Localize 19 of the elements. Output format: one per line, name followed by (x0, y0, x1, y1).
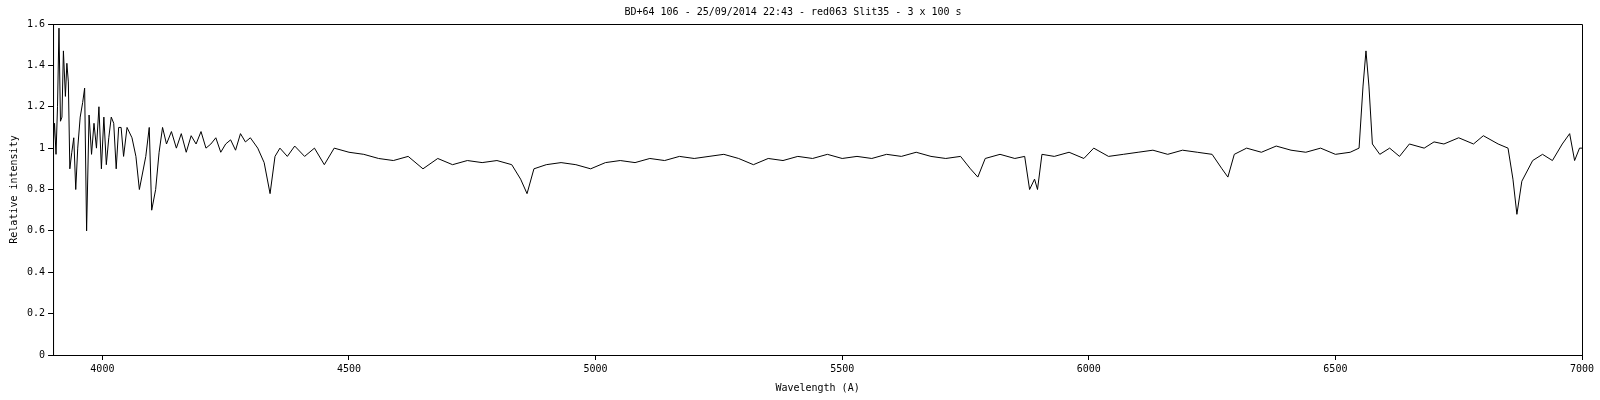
y-tick-label: 0.8 (27, 183, 46, 195)
x-tick-label: 4500 (336, 362, 362, 374)
x-tick-label: 5500 (830, 362, 855, 374)
y-tick-label: 1.4 (27, 58, 46, 70)
y-tick-label: 0.6 (27, 224, 46, 236)
y-tick-label: 0.2 (27, 307, 46, 319)
y-tick-label: 1.6 (27, 17, 46, 29)
y-tick-label: 1.2 (27, 100, 46, 112)
y-tick-label: 1 (39, 141, 46, 153)
y-tick-label: 0.4 (27, 265, 46, 277)
x-tick-label: 7000 (1569, 362, 1595, 374)
chart-title: BD+64 106 - 25/09/2014 22:43 - red063 Slit35 - 3 x 100 s (624, 5, 962, 17)
x-tick-label: 6000 (1076, 362, 1101, 374)
y-axis-title: Relative intensity (7, 135, 19, 244)
y-tick-label: 0 (39, 348, 46, 360)
x-tick-label: 4000 (90, 362, 115, 374)
x-tick-label: 6500 (1323, 362, 1348, 374)
x-axis-title: Wavelength (A) (775, 381, 860, 393)
x-tick-label: 5000 (583, 362, 608, 374)
